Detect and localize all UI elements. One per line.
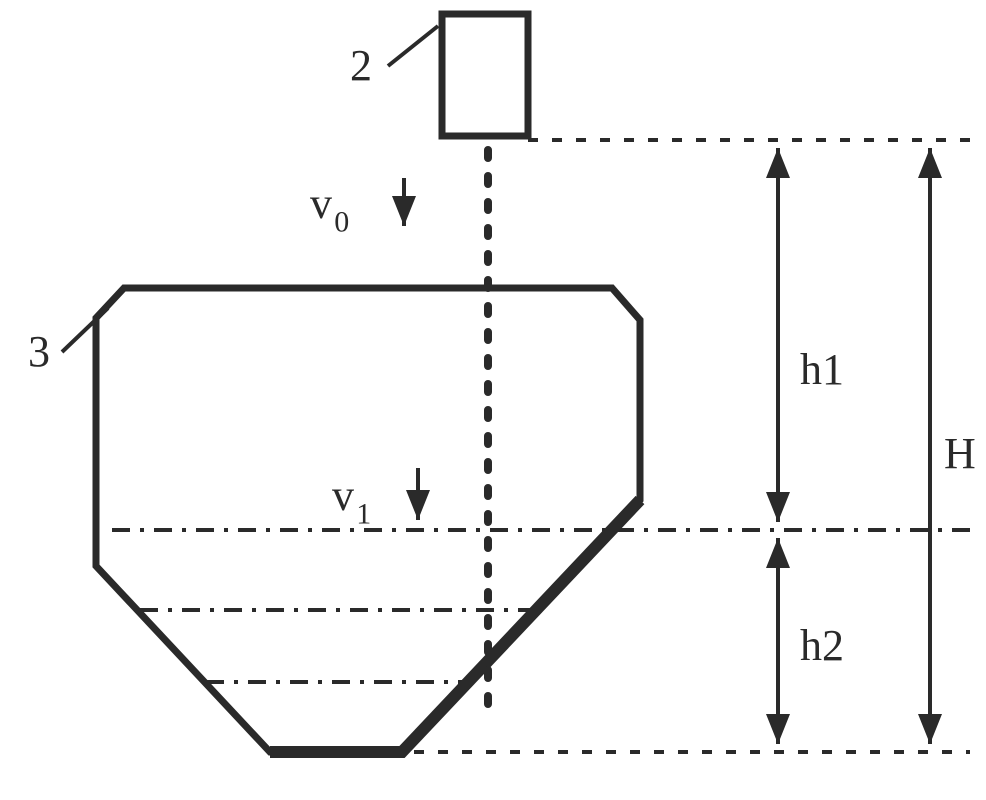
polygon-shape [766,148,790,178]
sensor-rect [442,14,528,136]
leader-3 [62,308,108,352]
polygon-shape [406,490,430,520]
leader-2 [388,26,438,66]
ref-label-2: 2 [350,41,372,90]
polygon-shape [766,714,790,744]
dim-label-H: H [944,429,976,478]
ref-label-3: 3 [28,327,50,376]
polygon-shape [766,492,790,522]
dim-label-h1: h1 [800,345,844,394]
hopper-heavy-edge [270,500,640,752]
polygon-shape [392,196,416,226]
label-v0: v [310,179,332,228]
label-subscript: 0 [334,206,349,239]
label-subscript: 1 [356,498,371,531]
label-v1: v [332,471,354,520]
polygon-shape [918,148,942,178]
polygon-shape [766,538,790,568]
dim-label-h2: h2 [800,621,844,670]
polygon-shape [918,714,942,744]
